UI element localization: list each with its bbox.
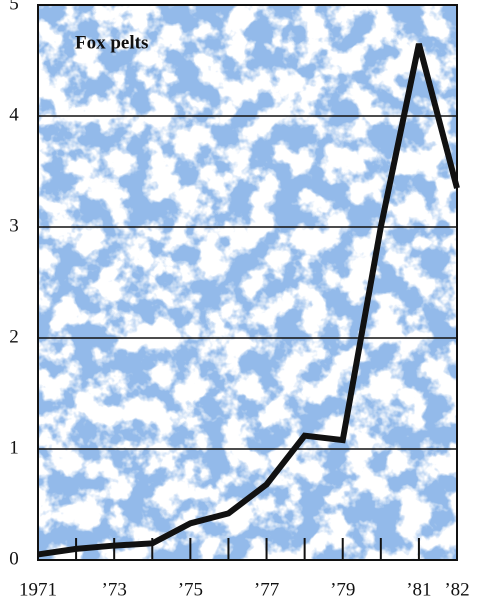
y-tick-label: 2 [9, 326, 19, 347]
chart-title: Fox pelts [75, 32, 148, 53]
x-tick-label: ’75 [178, 579, 203, 600]
x-tick-label: ’81 [406, 579, 431, 600]
x-tick-label: ’73 [102, 579, 127, 600]
y-tick-label: 5 [9, 0, 19, 14]
y-tick-label: 3 [9, 215, 19, 236]
data-line [37, 43, 460, 558]
y-tick-label: 0 [9, 548, 19, 569]
x-tick-label: ’77 [254, 579, 279, 600]
x-tick-label: 1971 [19, 579, 57, 600]
y-tick-label: 4 [9, 104, 19, 125]
x-tick-label: ’79 [330, 579, 355, 600]
y-tick-label: 1 [9, 437, 19, 458]
x-tick-label: ’82 [444, 579, 469, 600]
background-photo [38, 5, 457, 560]
